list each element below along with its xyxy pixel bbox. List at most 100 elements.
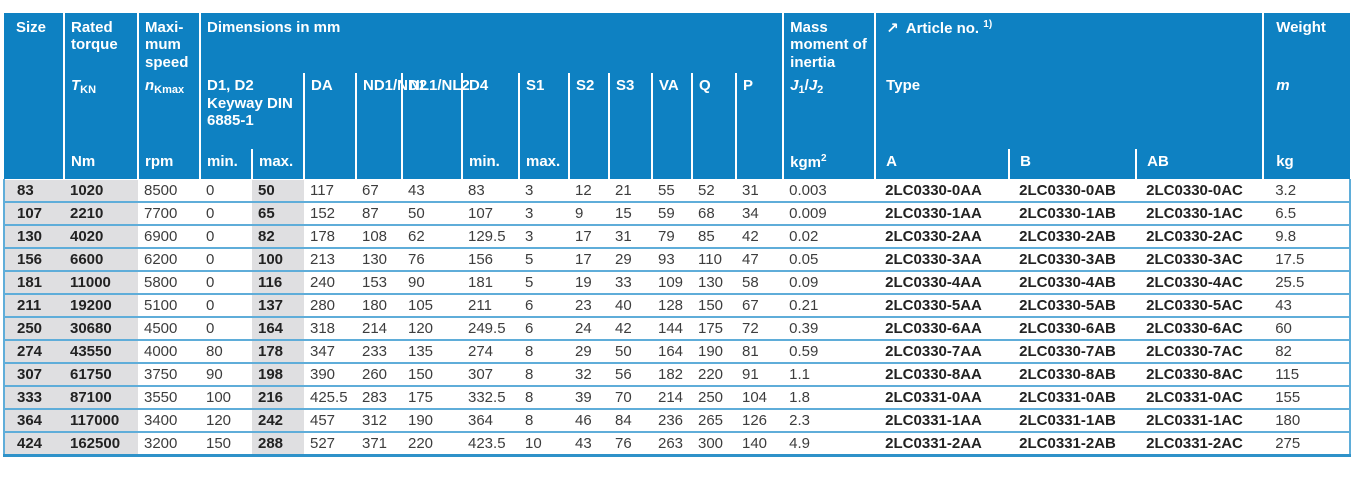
cell-size: 211 — [3, 292, 64, 317]
cell-q: 85 — [692, 223, 736, 248]
cell-rated-torque: 43550 — [64, 338, 138, 363]
cell-s1-max: 8 — [519, 384, 569, 409]
cell-p: 104 — [736, 384, 784, 409]
subheader-torque-symbol: TKN — [63, 73, 138, 150]
cell-s2: 12 — [569, 178, 609, 202]
cell-s2: 43 — [569, 430, 609, 456]
cell-d1d2-min: 0 — [200, 178, 252, 202]
cell-inertia: 0.21 — [783, 292, 876, 317]
cell-d4-min: 107 — [462, 200, 519, 225]
cell-d1d2-max: 100 — [252, 246, 304, 271]
cell-da: 178 — [304, 223, 356, 248]
cell-nl1-nl2: 62 — [402, 223, 462, 248]
cell-rated-torque: 1020 — [64, 178, 138, 202]
cell-d1d2-max: 116 — [252, 269, 304, 294]
cell-article-ab: 2LC0330-3AC — [1136, 246, 1264, 271]
cell-weight: 275 — [1263, 430, 1352, 456]
cell-da: 240 — [304, 269, 356, 294]
cell-d4-min: 274 — [462, 338, 519, 363]
cell-nd1-nd2: 283 — [356, 384, 402, 409]
cell-max-speed: 7700 — [138, 200, 200, 225]
unit-d1d2-min: min. — [199, 149, 252, 180]
cell-q: 150 — [692, 292, 736, 317]
cell-d1d2-min: 0 — [200, 315, 252, 340]
cell-inertia: 0.09 — [783, 269, 876, 294]
cell-p: 47 — [736, 246, 784, 271]
cell-weight: 155 — [1263, 384, 1352, 409]
cell-d1d2-min: 150 — [200, 430, 252, 456]
subheader-nd1-nd2: ND1/ND2 — [355, 73, 427, 150]
cell-s1-max: 6 — [519, 315, 569, 340]
cell-max-speed: 3400 — [138, 407, 200, 432]
cell-s2: 9 — [569, 200, 609, 225]
cell-q: 68 — [692, 200, 736, 225]
cell-s3: 42 — [609, 315, 652, 340]
cell-size: 250 — [3, 315, 64, 340]
cell-rated-torque: 162500 — [64, 430, 138, 456]
cell-da: 280 — [304, 292, 356, 317]
unit-d4-min: min. — [461, 149, 519, 180]
cell-weight: 115 — [1263, 361, 1352, 386]
table-row: 156 6600 6200 0 100 213 130 76 156 5 17 29 93 110 47 0.… — [3, 246, 1352, 271]
cell-va: 236 — [652, 407, 692, 432]
cell-s3: 70 — [609, 384, 652, 409]
col-header-weight: Weight — [1262, 13, 1351, 74]
cell-da: 425.5 — [304, 384, 356, 409]
cell-size: 333 — [3, 384, 64, 409]
cell-weight: 60 — [1263, 315, 1352, 340]
cell-va: 128 — [652, 292, 692, 317]
cell-size: 83 — [3, 178, 64, 202]
cell-d1d2-max: 242 — [252, 407, 304, 432]
cell-s3: 76 — [609, 430, 652, 456]
cell-p: 34 — [736, 200, 784, 225]
cell-s1-max: 3 — [519, 200, 569, 225]
unit-s2-empty — [568, 149, 609, 180]
col-header-rated-torque: Rated torque — [63, 13, 138, 74]
unit-speed: rpm — [137, 149, 200, 180]
cell-s1-max: 5 — [519, 246, 569, 271]
cell-va: 79 — [652, 223, 692, 248]
cell-article-ab: 2LC0330-8AC — [1136, 361, 1264, 386]
cell-p: 31 — [736, 178, 784, 202]
unit-da-empty — [303, 149, 356, 180]
subheader-inertia-symbol: J1/J2 — [782, 73, 876, 150]
cell-va: 164 — [652, 338, 692, 363]
col-header-size: Size — [4, 13, 64, 74]
footnote-marker: 1) — [983, 19, 993, 30]
cell-article-b: 2LC0330-3AB — [1009, 246, 1137, 271]
unit-va-empty — [651, 149, 692, 180]
cell-p: 67 — [736, 292, 784, 317]
cell-weight: 9.8 — [1263, 223, 1352, 248]
unit-type-a: A — [874, 149, 1010, 180]
cell-d4-min: 181 — [462, 269, 519, 294]
cell-q: 175 — [692, 315, 736, 340]
cell-size: 107 — [3, 200, 64, 225]
cell-p: 126 — [736, 407, 784, 432]
cell-d4-min: 156 — [462, 246, 519, 271]
cell-nd1-nd2: 180 — [356, 292, 402, 317]
cell-article-b: 2LC0330-2AB — [1009, 223, 1137, 248]
cell-nl1-nl2: 150 — [402, 361, 462, 386]
cell-weight: 17.5 — [1263, 246, 1352, 271]
cell-size: 156 — [3, 246, 64, 271]
cell-s3: 29 — [609, 246, 652, 271]
cell-article-a: 2LC0330-5AA — [875, 292, 1010, 317]
cell-nl1-nl2: 76 — [402, 246, 462, 271]
cell-nl1-nl2: 220 — [402, 430, 462, 456]
cell-d4-min: 211 — [462, 292, 519, 317]
cell-inertia: 1.1 — [783, 361, 876, 386]
cell-weight: 25.5 — [1263, 269, 1352, 294]
cell-max-speed: 4000 — [138, 338, 200, 363]
unit-nl-empty — [401, 149, 462, 180]
cell-inertia: 0.39 — [783, 315, 876, 340]
subheader-type: Type — [874, 73, 1264, 150]
cell-size: 364 — [3, 407, 64, 432]
cell-da: 457 — [304, 407, 356, 432]
cell-d1d2-max: 288 — [252, 430, 304, 456]
unit-weight: kg — [1262, 149, 1351, 180]
cell-inertia: 1.8 — [783, 384, 876, 409]
cell-q: 52 — [692, 178, 736, 202]
cell-d1d2-min: 0 — [200, 200, 252, 225]
unit-q-empty — [691, 149, 736, 180]
subheader-d1d2: D1, D2 Keyway DIN 6885-1 — [199, 73, 304, 150]
